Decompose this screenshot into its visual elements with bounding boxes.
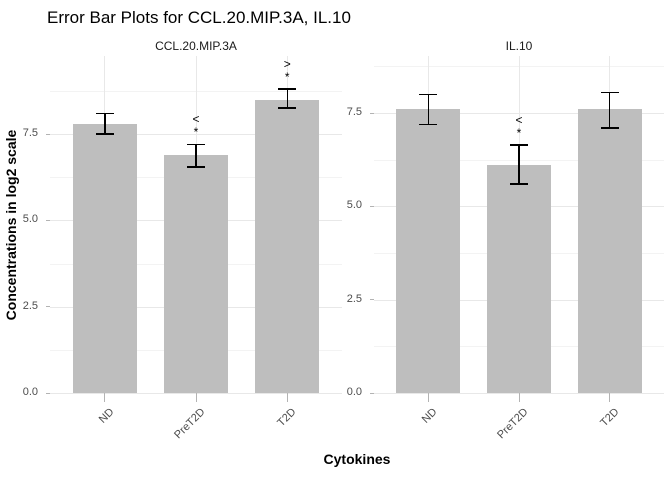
x-tick-label-nd: ND: [96, 406, 117, 426]
y-axis-tick: [46, 306, 50, 308]
y-tick-label: 0.0: [22, 386, 38, 398]
x-axis-tick: [104, 393, 106, 402]
error-bar-stem: [518, 144, 520, 184]
error-bar-cap: [510, 183, 528, 185]
significance-annotation: > *: [270, 58, 304, 84]
error-bar-stem: [427, 94, 430, 125]
y-tick-label: 7.5: [22, 127, 38, 140]
error-bar-cap: [95, 112, 114, 115]
x-axis-tick: [609, 393, 611, 402]
error-bar-stem: [104, 113, 106, 135]
annotation-symbol: <: [515, 112, 523, 127]
x-tick-label-t2d: T2D: [597, 406, 622, 430]
error-bar-cap: [419, 123, 438, 126]
y-tick-label: 7.5: [346, 106, 362, 119]
error-bar-cap: [278, 88, 297, 90]
facet-strip-il10: IL.10: [505, 39, 533, 53]
y-axis-tick: [370, 112, 374, 114]
error-bar-stem: [286, 89, 288, 109]
y-axis-tick: [46, 392, 50, 394]
x-axis-tick: [518, 393, 520, 402]
error-bar-stem: [195, 144, 197, 167]
y-axis-tick: [370, 299, 374, 301]
annotation-symbol: >: [283, 57, 291, 72]
error-bar-cap: [600, 127, 619, 129]
bar-t2d: [255, 99, 320, 393]
x-axis-tick: [195, 393, 197, 402]
y-tick-label: 5.0: [22, 213, 38, 226]
y-axis-tick: [46, 219, 50, 221]
y-axis-tick: [46, 133, 50, 135]
y-tick-label: 0.0: [346, 386, 362, 398]
error-bar-stem: [608, 92, 611, 129]
bar-pret2d: [487, 165, 551, 393]
annotation-symbol: <: [192, 112, 200, 127]
y-tick-label: 5.0: [346, 199, 362, 212]
x-axis-tick: [427, 393, 429, 402]
y-axis-tick: [370, 205, 374, 207]
error-bar-cap: [600, 91, 619, 94]
annotation-symbol: *: [284, 70, 290, 85]
error-bar-cap: [278, 107, 297, 109]
facet-strip-ccl20-mip-3a: CCL.20.MIP.3A: [155, 39, 237, 53]
panel-il10: < *: [374, 56, 664, 394]
y-axis-tick: [370, 392, 374, 394]
plot-title: Error Bar Plots for CCL.20.MIP.3A, IL.10: [47, 8, 351, 27]
error-bar-cap: [510, 144, 528, 146]
significance-annotation: < *: [179, 113, 213, 139]
error-bar-cap: [95, 133, 114, 135]
error-bar-cap: [187, 166, 205, 168]
significance-annotation: < *: [502, 112, 536, 140]
error-bar-cap: [187, 143, 205, 146]
x-axis-title: Cytokines: [323, 451, 391, 467]
bar-t2d: [577, 109, 642, 393]
y-tick-label: 2.5: [346, 292, 362, 305]
annotation-symbol: *: [193, 125, 199, 140]
x-axis-tick: [286, 393, 288, 402]
bar-nd: [396, 109, 461, 393]
error-bar-cap: [419, 93, 438, 96]
y-tick-label: 2.5: [22, 299, 38, 312]
bar-pret2d: [164, 154, 228, 393]
panel-ccl20-mip-3a: < * > *: [50, 56, 342, 394]
bar-nd: [72, 123, 137, 393]
annotation-symbol: *: [516, 125, 522, 140]
